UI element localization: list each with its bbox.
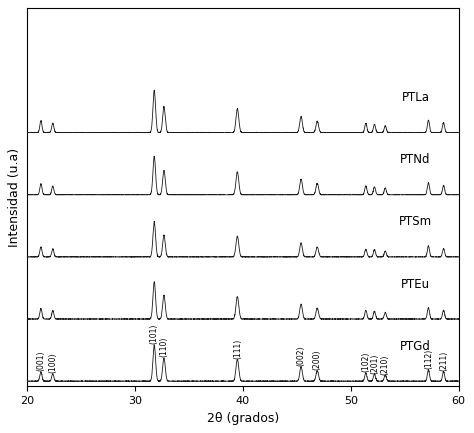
Text: (110): (110): [159, 337, 168, 357]
Text: PTLa: PTLa: [401, 91, 429, 104]
Text: (200): (200): [313, 350, 322, 371]
Text: (101): (101): [150, 324, 159, 344]
Text: PTEu: PTEu: [401, 278, 430, 291]
Text: (210): (210): [381, 355, 390, 375]
X-axis label: 2θ (grados): 2θ (grados): [207, 412, 279, 425]
Text: (112): (112): [424, 349, 433, 369]
Y-axis label: Intensidad (u.a): Intensidad (u.a): [9, 148, 21, 247]
Text: PTSm: PTSm: [399, 216, 432, 229]
Text: (201): (201): [370, 353, 379, 374]
Text: (211): (211): [439, 351, 448, 372]
Text: (100): (100): [48, 353, 57, 373]
Text: PTGd: PTGd: [400, 340, 431, 353]
Text: PTNd: PTNd: [400, 153, 431, 166]
Text: (002): (002): [297, 346, 306, 366]
Text: (001): (001): [36, 351, 46, 372]
Text: (102): (102): [361, 352, 370, 372]
Text: (111): (111): [233, 339, 242, 359]
